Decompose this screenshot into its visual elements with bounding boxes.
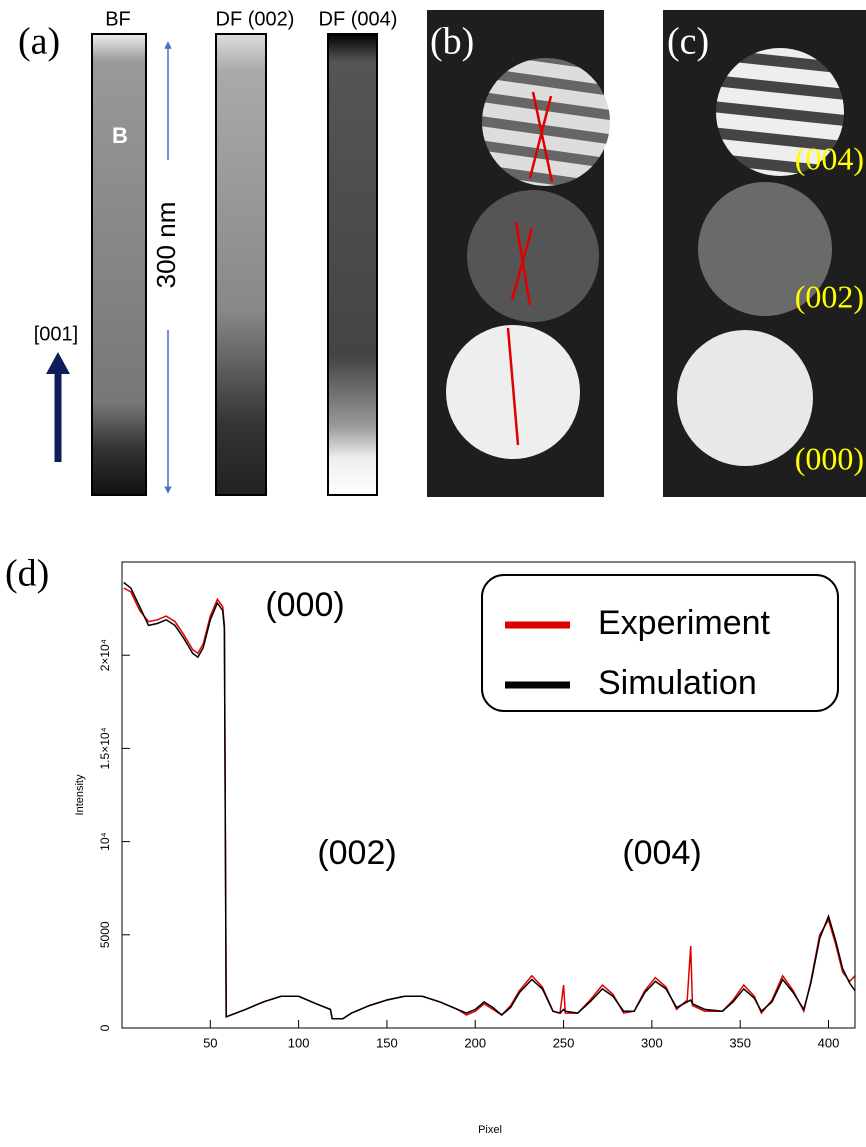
legend-label: Experiment [598,604,771,642]
bf-image [91,33,147,496]
spot [467,190,599,322]
y-tick-label: 1.5×10⁴ [98,727,112,769]
spot [698,182,832,316]
x-tick-label: 200 [464,1035,486,1050]
series-line [123,587,856,1020]
annotation: (000) [265,586,344,624]
x-tick-label: 100 [288,1035,310,1050]
direction-arrowhead [46,352,70,374]
column-label: DF (004) [319,8,398,30]
spot [716,48,844,176]
spot-label: (000) [795,440,864,476]
column-label: BF [105,8,131,30]
x-tick-label: 350 [729,1035,751,1050]
y-tick-label: 2×10⁴ [98,639,112,671]
panel-label: (c) [667,21,709,63]
x-tick-label: 250 [553,1035,575,1050]
plot: 50 100 150 200 250 300 350 400 0 5000 10⁴ 1.5×10⁴ 2×… [98,581,856,1050]
legend-items: Experiment Simulation [505,604,771,702]
panel-label: (a) [18,21,60,63]
plot-frame [121,561,856,1029]
spot-label: (004) [795,140,864,176]
spot-label: (002) [795,278,864,314]
marker-label: B [112,123,128,148]
x-tick-label: 150 [376,1035,398,1050]
spot [482,58,610,186]
y-tick-label: 5000 [98,921,112,948]
scale-label: 300 nm [151,202,181,289]
direction-label: [001] [34,323,78,345]
x-tick-label: 400 [818,1035,840,1050]
panel-label: (b) [430,21,474,63]
annotation: (004) [622,834,701,872]
column-label: DF (002) [216,8,295,30]
df004-image [327,33,378,496]
x-tick-label: 50 [203,1035,217,1050]
df002-image [215,33,267,496]
y-axis-label: Intensity [74,774,86,815]
x-tick-label: 300 [641,1035,663,1050]
legend [481,574,839,712]
y-tick-label: 10⁴ [98,832,112,851]
series-line [123,581,856,1020]
red-line [506,91,554,446]
y-tick-label: 0 [98,1024,112,1031]
panel-label: (d) [5,553,49,595]
spot [677,330,813,466]
x-axis-label: Pixel [478,1124,502,1136]
annotation: (002) [317,834,396,872]
legend-label: Simulation [598,664,757,702]
